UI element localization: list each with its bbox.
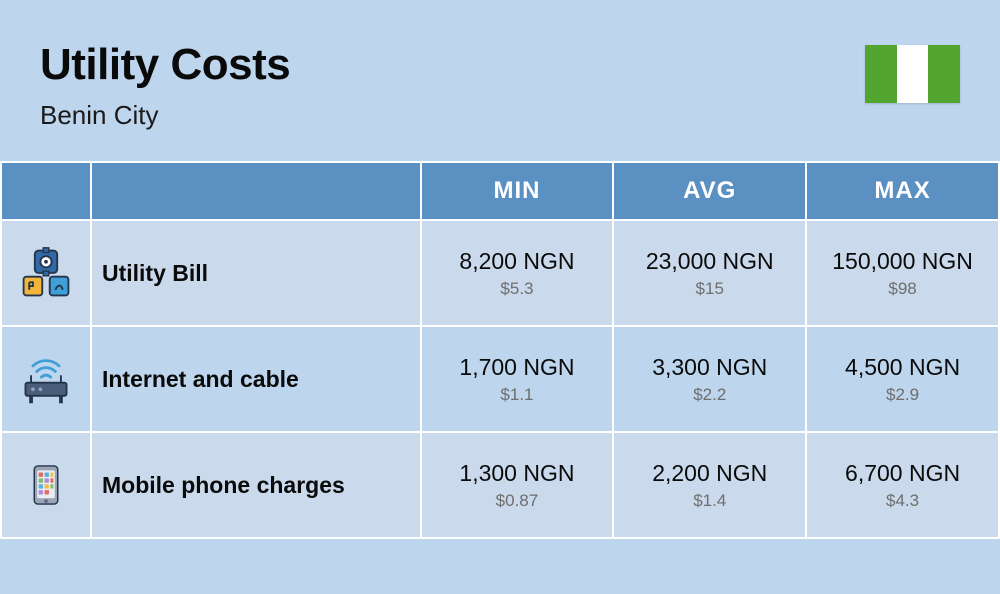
row-icon-cell: [1, 326, 91, 432]
cell-min: 1,700 NGN $1.1: [421, 326, 614, 432]
cell-max: 6,700 NGN $4.3: [806, 432, 999, 538]
value-primary: 8,200 NGN: [432, 248, 603, 275]
header-label-col: [91, 162, 421, 220]
cell-max: 150,000 NGN $98: [806, 220, 999, 326]
cell-min: 8,200 NGN $5.3: [421, 220, 614, 326]
row-label: Utility Bill: [91, 220, 421, 326]
row-icon-cell: [1, 432, 91, 538]
header-avg: AVG: [613, 162, 806, 220]
row-icon-cell: [1, 220, 91, 326]
value-secondary: $5.3: [432, 279, 603, 299]
mobile-icon: [16, 455, 76, 515]
cell-max: 4,500 NGN $2.9: [806, 326, 999, 432]
row-label: Internet and cable: [91, 326, 421, 432]
header-min: MIN: [421, 162, 614, 220]
cell-avg: 2,200 NGN $1.4: [613, 432, 806, 538]
value-primary: 3,300 NGN: [624, 354, 795, 381]
table-row: Internet and cable 1,700 NGN $1.1 3,300 …: [1, 326, 999, 432]
title-block: Utility Costs Benin City: [40, 40, 290, 131]
costs-table: MIN AVG MAX: [0, 161, 1000, 539]
value-secondary: $98: [817, 279, 988, 299]
value-primary: 23,000 NGN: [624, 248, 795, 275]
cell-avg: 3,300 NGN $2.2: [613, 326, 806, 432]
value-secondary: $0.87: [432, 491, 603, 511]
row-label: Mobile phone charges: [91, 432, 421, 538]
utility-icon: [16, 243, 76, 303]
header-max: MAX: [806, 162, 999, 220]
cell-avg: 23,000 NGN $15: [613, 220, 806, 326]
flag-stripe-right: [928, 45, 960, 103]
value-secondary: $1.4: [624, 491, 795, 511]
header-icon-col: [1, 162, 91, 220]
page-subtitle: Benin City: [40, 100, 290, 131]
value-secondary: $15: [624, 279, 795, 299]
value-primary: 2,200 NGN: [624, 460, 795, 487]
table-header-row: MIN AVG MAX: [1, 162, 999, 220]
value-primary: 1,700 NGN: [432, 354, 603, 381]
table-row: Mobile phone charges 1,300 NGN $0.87 2,2…: [1, 432, 999, 538]
header: Utility Costs Benin City: [0, 0, 1000, 161]
value-primary: 1,300 NGN: [432, 460, 603, 487]
nigeria-flag-icon: [865, 45, 960, 103]
value-secondary: $2.9: [817, 385, 988, 405]
cell-min: 1,300 NGN $0.87: [421, 432, 614, 538]
table-row: Utility Bill 8,200 NGN $5.3 23,000 NGN $…: [1, 220, 999, 326]
value-primary: 150,000 NGN: [817, 248, 988, 275]
flag-stripe-left: [865, 45, 897, 103]
internet-icon: [16, 349, 76, 409]
value-primary: 4,500 NGN: [817, 354, 988, 381]
value-secondary: $4.3: [817, 491, 988, 511]
page-title: Utility Costs: [40, 40, 290, 90]
value-secondary: $2.2: [624, 385, 795, 405]
value-primary: 6,700 NGN: [817, 460, 988, 487]
flag-stripe-middle: [897, 45, 929, 103]
value-secondary: $1.1: [432, 385, 603, 405]
